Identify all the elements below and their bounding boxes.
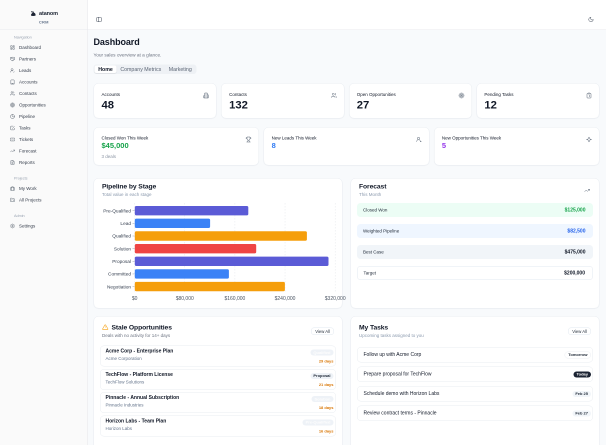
svg-text:$80,000: $80,000	[176, 296, 194, 302]
svg-text:Proposal: Proposal	[112, 259, 131, 265]
svg-text:Qualified: Qualified	[112, 234, 131, 240]
svg-text:Pre-Qualified: Pre-Qualified	[103, 208, 131, 214]
svg-text:Negotiation: Negotiation	[107, 284, 131, 290]
svg-text:$0: $0	[132, 296, 138, 302]
svg-text:Lead: Lead	[120, 221, 131, 227]
svg-text:Committed: Committed	[108, 272, 131, 278]
svg-text:$160,000: $160,000	[224, 296, 245, 302]
svg-text:$320,000: $320,000	[325, 296, 346, 302]
svg-text:$240,000: $240,000	[275, 296, 296, 302]
svg-text:Solution: Solution	[114, 246, 132, 252]
